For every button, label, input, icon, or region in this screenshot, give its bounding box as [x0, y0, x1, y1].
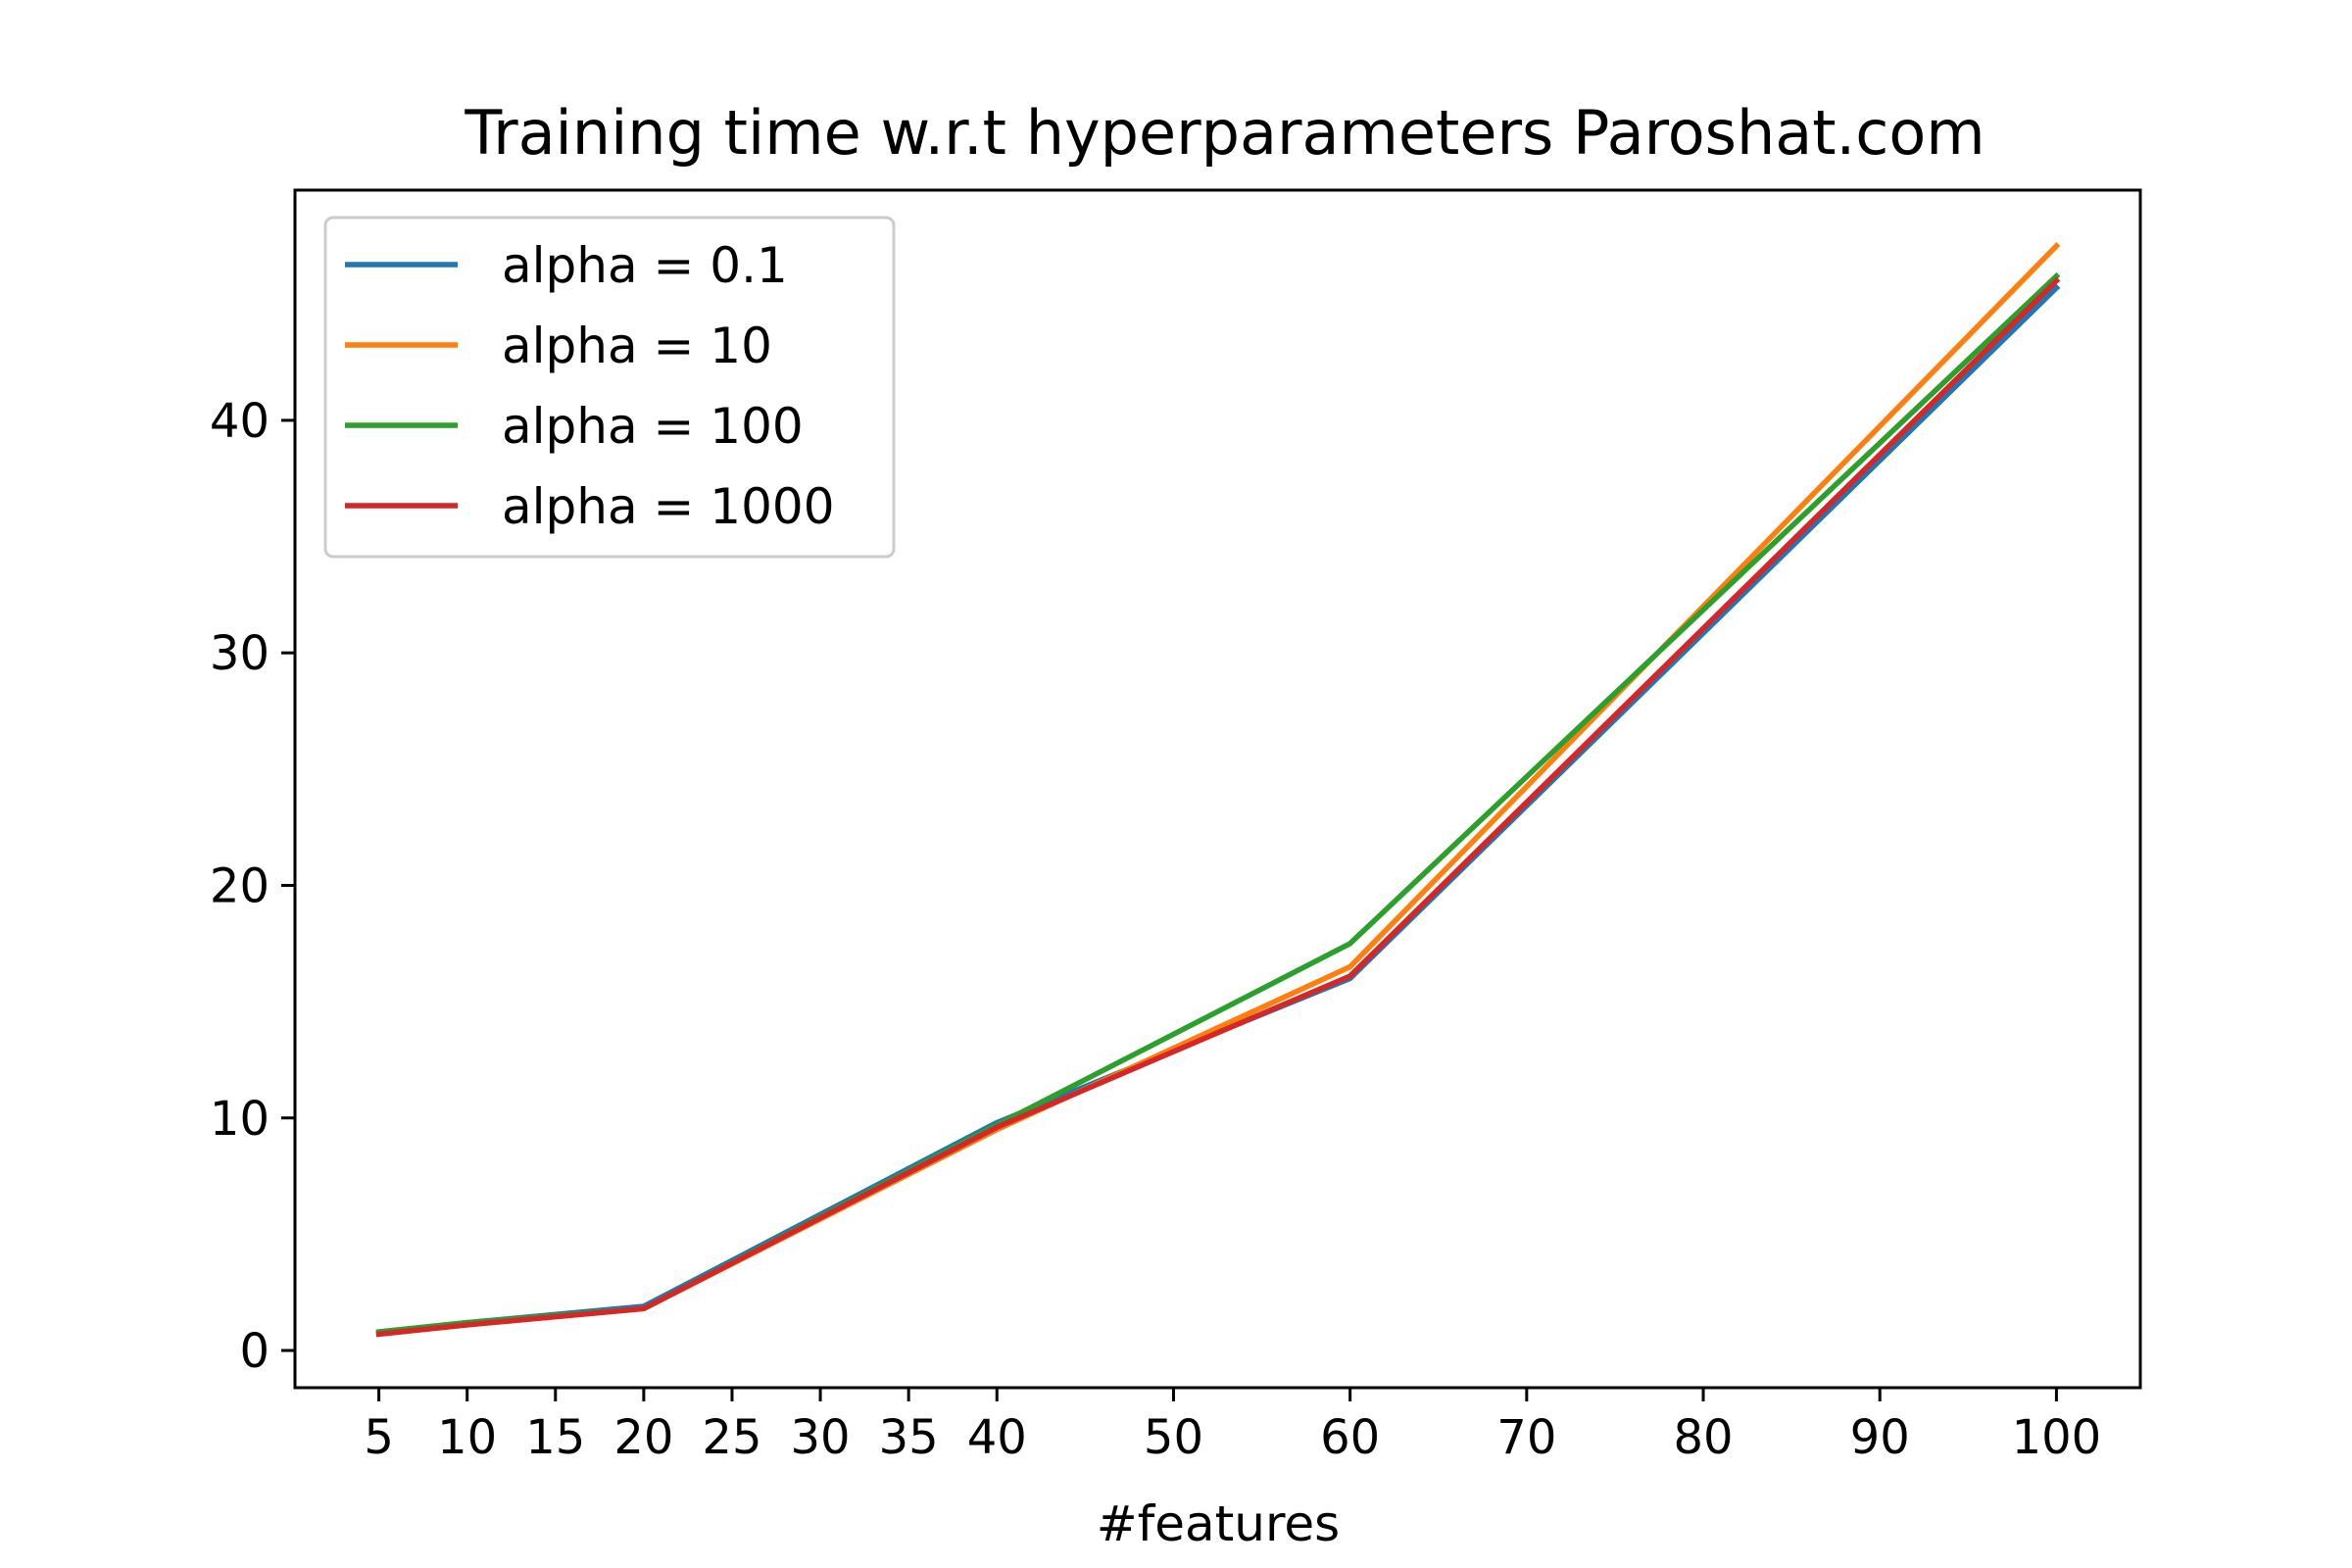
x-axis: 5 10 15 20 25 30 35 40 50 60 70 80 90 100	[364, 1388, 2101, 1465]
legend: alpha = 0.1 alpha = 10 alpha = 100 alpha = …	[323, 216, 896, 559]
plot-frame	[293, 188, 2142, 1390]
y-tick-label: 20	[210, 858, 270, 913]
x-tick-label: 5	[364, 1410, 394, 1465]
legend-label: alpha = 10	[502, 318, 772, 374]
plot-lines	[375, 242, 2061, 1338]
y-tick-label: 10	[210, 1092, 270, 1147]
legend-box	[323, 216, 896, 559]
x-axis-label: #features	[1097, 1495, 1340, 1552]
y-tick-label: 40	[210, 394, 270, 449]
x-tick-label: 10	[437, 1410, 497, 1465]
y-tick-label: 30	[210, 626, 270, 681]
chart-title: Training time w.r.t hyperparameters Paro…	[464, 97, 1984, 169]
x-tick-label: 15	[525, 1410, 585, 1465]
x-tick-label: 70	[1496, 1410, 1556, 1465]
x-tick-label: 40	[967, 1410, 1027, 1465]
x-tick-label: 25	[702, 1410, 761, 1465]
y-axis: 0 10 20 30 40	[210, 394, 295, 1379]
legend-label: alpha = 100	[502, 398, 804, 455]
x-tick-label: 20	[613, 1410, 673, 1465]
legend-label: alpha = 0.1	[502, 237, 788, 294]
x-tick-label: 80	[1673, 1410, 1733, 1465]
x-tick-label: 35	[879, 1410, 939, 1465]
x-tick-label: 60	[1320, 1410, 1380, 1465]
legend-label: alpha = 1000	[502, 478, 835, 535]
x-tick-label: 100	[2012, 1410, 2102, 1465]
y-tick-label: 0	[239, 1324, 270, 1379]
x-tick-label: 30	[791, 1410, 851, 1465]
series-line-3	[375, 276, 2061, 1338]
x-tick-label: 90	[1850, 1410, 1910, 1465]
x-tick-label: 50	[1144, 1410, 1203, 1465]
